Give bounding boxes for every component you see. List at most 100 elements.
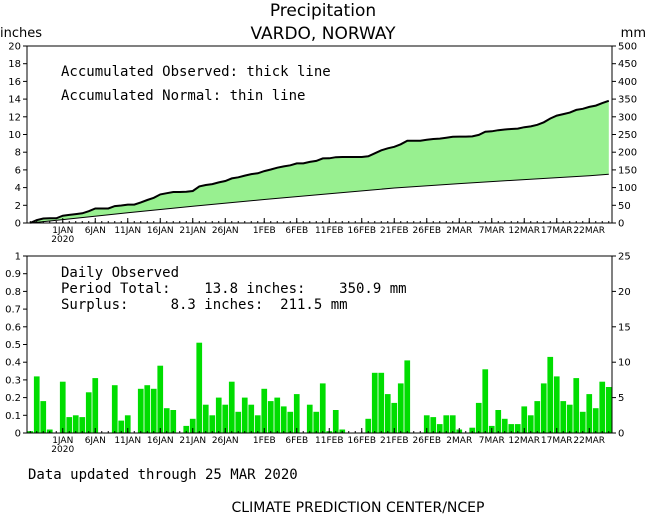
y-tick-label: 0 [15, 219, 21, 230]
y-tick-label: 0.4 [5, 358, 21, 369]
daily-bar [137, 388, 144, 434]
y-tick-label: 200 [618, 148, 637, 159]
x-tick-label: 1FEB [253, 226, 276, 236]
x-tick-label: 21FEB [380, 436, 409, 446]
daily-bar [508, 424, 515, 433]
x-tick-label: 16FEB [348, 226, 377, 236]
x-tick-label: 11JAN [114, 226, 141, 236]
daily-bar [33, 376, 40, 433]
daily-bar [469, 427, 476, 433]
x-tick-label: 17MAR [541, 226, 573, 236]
daily-bar [59, 381, 66, 433]
daily-bar [150, 388, 157, 434]
daily-bar [443, 415, 450, 433]
x-year-label: 2020 [51, 235, 74, 245]
normal-legend-note: Accumulated Normal: thin line [61, 88, 305, 104]
daily-bar [521, 406, 528, 433]
daily-bar [378, 372, 385, 433]
daily-bar [287, 411, 294, 433]
y-tick-label: 0.7 [5, 305, 21, 316]
daily-bar [241, 397, 248, 433]
y-tick-label: 400 [618, 77, 637, 88]
surplus-note: Surplus: 8.3 inches: 211.5 mm [61, 297, 348, 313]
x-tick-label: 26JAN [212, 436, 239, 446]
left-unit-label: inches [0, 26, 42, 41]
daily-bar [170, 410, 177, 433]
daily-bar [586, 394, 593, 433]
credit-line: CLIMATE PREDICTION CENTER/NCEP [232, 500, 485, 516]
daily-bar [189, 418, 196, 433]
y-tick-label: 4 [15, 183, 21, 194]
chart-title: Precipitation [270, 1, 376, 21]
daily-bar [527, 415, 534, 433]
accumulated-x-axis: 1JAN 6JAN 11JAN 16JAN 21JAN 26JAN 1FEB 6FEB 11FE… [29, 218, 610, 245]
x-tick-label: 22MAR [573, 436, 605, 446]
y-tick-label: 50 [618, 201, 631, 212]
daily-panel: 0 0.1 0.2 0.3 0.4 0.5 0.6 0.7 0.8 0.9 1 0 5 10 15 20 25… [5, 252, 631, 456]
accumulated-panel: 0 2 4 6 8 10 12 14 16 18 20 0 50 100 150 200 250 300 350 4… [8, 42, 637, 246]
daily-bar [592, 408, 599, 433]
x-tick-label: 16FEB [348, 436, 377, 446]
daily-bar [319, 383, 326, 433]
x-tick-label: 12MAR [508, 436, 540, 446]
daily-bar [228, 381, 235, 433]
daily-bar [371, 372, 378, 433]
x-tick-label: 7MAR [479, 226, 505, 236]
daily-bar [124, 415, 131, 433]
daily-bar [391, 402, 398, 433]
daily-bar [384, 394, 391, 433]
x-tick-label: 26FEB [413, 226, 442, 236]
daily-bar [274, 397, 281, 433]
y-tick-label: 0 [618, 429, 624, 440]
y-tick-label: 100 [618, 183, 637, 194]
y-tick-label: 0.3 [5, 375, 21, 386]
x-tick-label: 1JAN [52, 226, 73, 236]
x-tick-label: 11FEB [315, 436, 344, 446]
daily-bar [449, 415, 456, 433]
y-tick-label: 8 [15, 148, 21, 159]
y-tick-label: 10 [8, 130, 21, 141]
daily-bar [482, 369, 489, 433]
daily-bar [430, 417, 437, 433]
daily-bar [79, 417, 86, 433]
accumulated-observed-line [29, 99, 610, 224]
y-tick-label: 0.2 [5, 393, 21, 404]
y-tick-label: 0.5 [5, 340, 21, 351]
daily-bar [248, 404, 255, 433]
daily-bar [267, 401, 274, 433]
daily-bar [40, 401, 47, 433]
y-tick-label: 350 [618, 95, 637, 106]
y-tick-label: 10 [618, 358, 631, 369]
y-tick-label: 0.1 [5, 411, 21, 422]
y-tick-label: 20 [8, 42, 21, 53]
x-tick-label: 11JAN [114, 436, 141, 446]
daily-bar [475, 402, 482, 433]
daily-bar [280, 406, 287, 433]
x-tick-label: 2MAR [446, 436, 472, 446]
daily-bar [202, 404, 209, 433]
y-tick-label: 18 [8, 59, 21, 70]
daily-bar [261, 388, 268, 434]
daily-bar [332, 410, 339, 433]
accumulated-right-axis: 0 50 100 150 200 250 300 350 400 450 500 [612, 42, 637, 230]
daily-bar [111, 385, 118, 433]
y-tick-label: 14 [8, 95, 21, 106]
y-tick-label: 0.9 [5, 269, 21, 280]
x-tick-label: 12MAR [508, 226, 540, 236]
y-tick-label: 500 [618, 42, 637, 53]
daily-bar [397, 383, 404, 433]
y-tick-label: 6 [15, 165, 21, 176]
x-tick-label: 21FEB [380, 226, 409, 236]
x-tick-label: 6JAN [85, 436, 106, 446]
daily-left-axis: 0 0.1 0.2 0.3 0.4 0.5 0.6 0.7 0.8 0.9 1 [5, 252, 27, 440]
daily-bar [209, 415, 216, 433]
daily-bar [605, 387, 612, 433]
right-unit-label: mm [621, 26, 646, 41]
y-tick-label: 150 [618, 165, 637, 176]
y-tick-label: 25 [618, 252, 631, 263]
x-year-label: 2020 [51, 445, 74, 455]
x-tick-label: 16JAN [147, 436, 174, 446]
daily-bar [85, 392, 92, 433]
